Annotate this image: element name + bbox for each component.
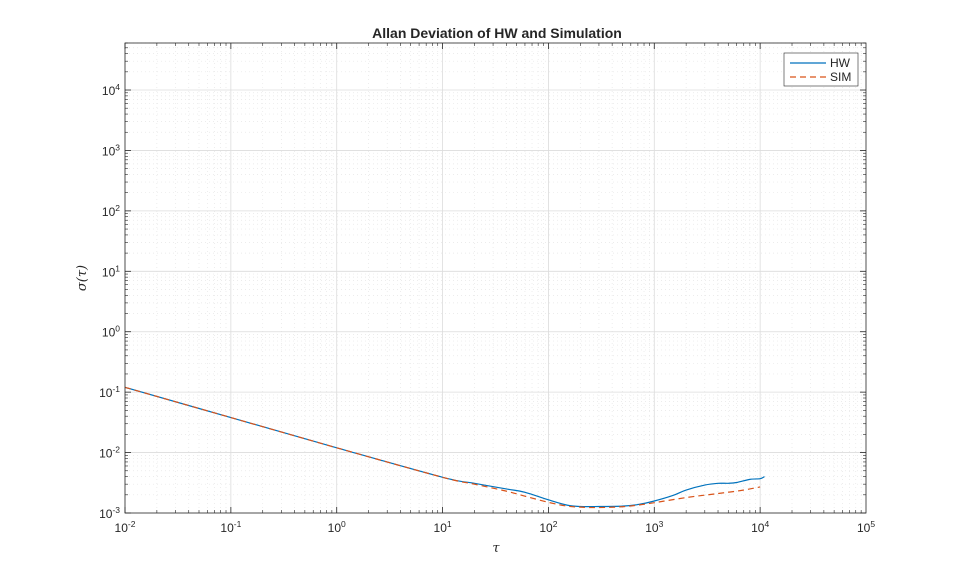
legend: HW SIM <box>783 52 859 87</box>
y-tick-label: 103 <box>102 142 120 158</box>
legend-hw-label: HW <box>830 56 851 70</box>
series-hw-line <box>124 386 765 508</box>
y-axis-label: σ(τ) <box>75 265 90 291</box>
y-tick-label: 100 <box>102 324 120 340</box>
plot-frame <box>124 42 867 514</box>
y-tick-label: 10-2 <box>99 445 120 461</box>
x-axis-label: τ <box>492 541 500 556</box>
x-tick-label: 10-2 <box>115 519 136 535</box>
x-tick-label: 101 <box>434 519 452 535</box>
axis-ticks <box>124 42 866 514</box>
y-tick-label: 10-3 <box>99 505 120 521</box>
y-tick-label: 101 <box>102 263 120 279</box>
x-tick-label: 100 <box>328 519 346 535</box>
series-layer <box>124 386 765 509</box>
y-tick-label: 102 <box>102 203 120 219</box>
chart-title: Allan Deviation of HW and Simulation <box>372 25 622 41</box>
y-tick-label: 104 <box>102 82 120 98</box>
legend-box <box>783 52 859 87</box>
x-tick-label: 105 <box>857 519 875 535</box>
x-tick-label: 102 <box>539 519 557 535</box>
y-tick-labels: 10-3 10-2 10-1 100 101 102 103 104 <box>99 82 120 521</box>
legend-sim-label: SIM <box>830 70 851 84</box>
plot-area <box>125 43 866 513</box>
x-tick-label: 104 <box>751 519 769 535</box>
x-tick-label: 103 <box>645 519 663 535</box>
x-tick-labels: 10-2 10-1 100 101 102 103 104 105 <box>115 519 876 535</box>
y-tick-label: 10-1 <box>99 384 120 400</box>
x-tick-label: 10-1 <box>220 519 241 535</box>
series-sim-line <box>124 386 761 509</box>
